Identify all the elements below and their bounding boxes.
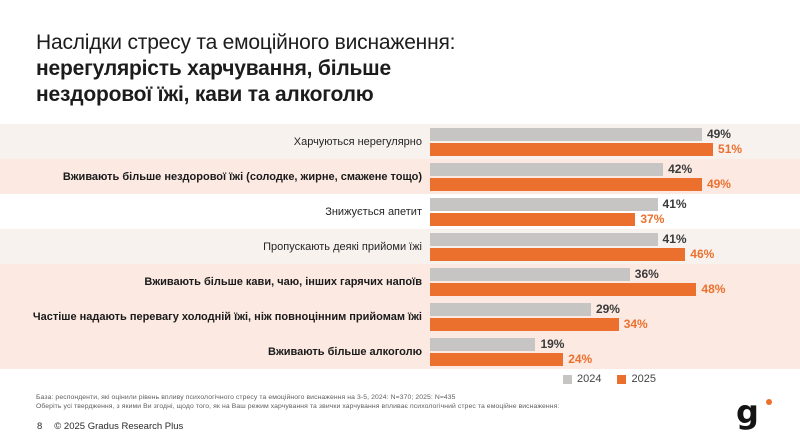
- copyright-text: © 2025 Gradus Research Plus: [54, 421, 184, 432]
- bar-2025: [430, 317, 619, 331]
- bar-2024: [430, 337, 536, 351]
- bar-2025: [430, 177, 702, 191]
- bottom-bar: 8 © 2025 Gradus Research Plus: [37, 421, 183, 432]
- value-label-2025: 37%: [640, 211, 665, 226]
- title-bold-line-1: нерегулярість харчування, більше: [36, 57, 391, 80]
- bar-line-2024: 36%: [430, 266, 800, 281]
- question-note: Оберіть усі твердження, з якими Ви згодн…: [36, 403, 560, 410]
- value-label-2025: 49%: [706, 176, 731, 191]
- legend-label: 2024: [577, 373, 602, 385]
- value-label-2025: 48%: [701, 281, 726, 296]
- bar-line-2025: 46%: [430, 246, 800, 261]
- category-label: Пропускають деякі прийоми їжі: [263, 240, 422, 253]
- value-label-2024: 49%: [706, 126, 731, 141]
- bar-line-2024: 42%: [430, 161, 800, 176]
- title-bold-line-2: нездорової їжі, кави та алкоголю: [36, 83, 374, 106]
- bar-group: 41% 46%: [430, 229, 800, 264]
- page-number: 8: [37, 421, 43, 432]
- bar-2024: [430, 162, 664, 176]
- value-label-2024: 41%: [662, 231, 687, 246]
- bar-line-2025: 48%: [430, 281, 800, 296]
- bar-2024: [430, 267, 630, 281]
- legend-label: 2025: [631, 373, 656, 385]
- bar-group: 49% 51%: [430, 124, 800, 159]
- chart-row: Вживають більше нездорової їжі (солодке,…: [0, 159, 800, 194]
- value-label-2024: 29%: [595, 301, 620, 316]
- legend-swatch-icon: [617, 374, 627, 384]
- slide-title: Наслідки стресу та емоційного виснаження…: [0, 0, 800, 108]
- legend-swatch-icon: [563, 374, 572, 384]
- category-label: Вживають більше алкоголю: [268, 345, 422, 358]
- bar-line-2025: 37%: [430, 211, 800, 226]
- bar-2025: [430, 352, 564, 366]
- category-label: Вживають більше кави, чаю, інших гарячих…: [144, 275, 422, 288]
- base-note: База: респонденти, які оцінили рівень вп…: [36, 394, 456, 401]
- bar-line-2024: 49%: [430, 126, 800, 141]
- bar-line-2024: 41%: [430, 231, 800, 246]
- bar-2024: [430, 197, 658, 211]
- logo-g-letter: g: [736, 393, 759, 431]
- chart-row: Пропускають деякі прийоми їжі 41% 46%: [0, 229, 800, 264]
- bar-line-2025: 34%: [430, 316, 800, 331]
- value-label-2024: 41%: [662, 196, 687, 211]
- value-label-2024: 19%: [540, 336, 565, 351]
- bar-group: 41% 37%: [430, 194, 800, 229]
- chart-row: Знижується апетит 41% 37%: [0, 194, 800, 229]
- bar-2025: [430, 282, 697, 296]
- title-regular-line: Наслідки стресу та емоційного виснаження…: [36, 31, 456, 54]
- value-label-2025: 24%: [568, 351, 593, 366]
- value-label-2024: 36%: [634, 266, 659, 281]
- category-label: Частіше надають перевагу холодній їжі, н…: [32, 310, 422, 323]
- bar-2025: [430, 212, 636, 226]
- chart-row: Вживають більше кави, чаю, інших гарячих…: [0, 264, 800, 299]
- category-label: Харчуються нерегулярно: [293, 135, 422, 148]
- bar-line-2024: 41%: [430, 196, 800, 211]
- bar-group: 42% 49%: [430, 159, 800, 194]
- chart-row: Частіше надають перевагу холодній їжі, н…: [0, 299, 800, 334]
- category-label: Вживають більше нездорової їжі (солодке,…: [62, 170, 422, 183]
- bar-2024: [430, 127, 702, 141]
- bar-group: 29% 34%: [430, 299, 800, 334]
- chart-row: Харчуються нерегулярно 49% 51%: [0, 124, 800, 159]
- category-label: Знижується апетит: [325, 205, 422, 218]
- bar-line-2025: 49%: [430, 176, 800, 191]
- value-label-2024: 42%: [668, 161, 693, 176]
- bar-line-2025: 24%: [430, 351, 800, 366]
- legend-item-2024: 2024: [563, 373, 601, 385]
- chart-legend: 2024 2025: [563, 373, 800, 385]
- footer-notes: База: респонденти, які оцінили рівень вп…: [36, 393, 800, 411]
- value-label-2025: 46%: [690, 246, 715, 261]
- bar-2024: [430, 302, 591, 316]
- bar-line-2024: 19%: [430, 336, 800, 351]
- bar-2025: [430, 247, 686, 261]
- bar-2024: [430, 232, 658, 246]
- bar-line-2024: 29%: [430, 301, 800, 316]
- chart-row: Вживають більше алкоголю 19% 24%: [0, 334, 800, 369]
- bar-line-2025: 51%: [430, 141, 800, 156]
- gradus-logo: g: [736, 396, 772, 431]
- value-label-2025: 34%: [623, 316, 648, 331]
- bar-chart: Харчуються нерегулярно 49% 51% Вживають біл…: [0, 124, 800, 369]
- value-label-2025: 51%: [718, 141, 743, 156]
- legend-item-2025: 2025: [617, 373, 656, 385]
- bar-2025: [430, 142, 714, 156]
- bar-group: 19% 24%: [430, 334, 800, 369]
- bar-group: 36% 48%: [430, 264, 800, 299]
- logo-orange-dot-icon: [766, 399, 772, 405]
